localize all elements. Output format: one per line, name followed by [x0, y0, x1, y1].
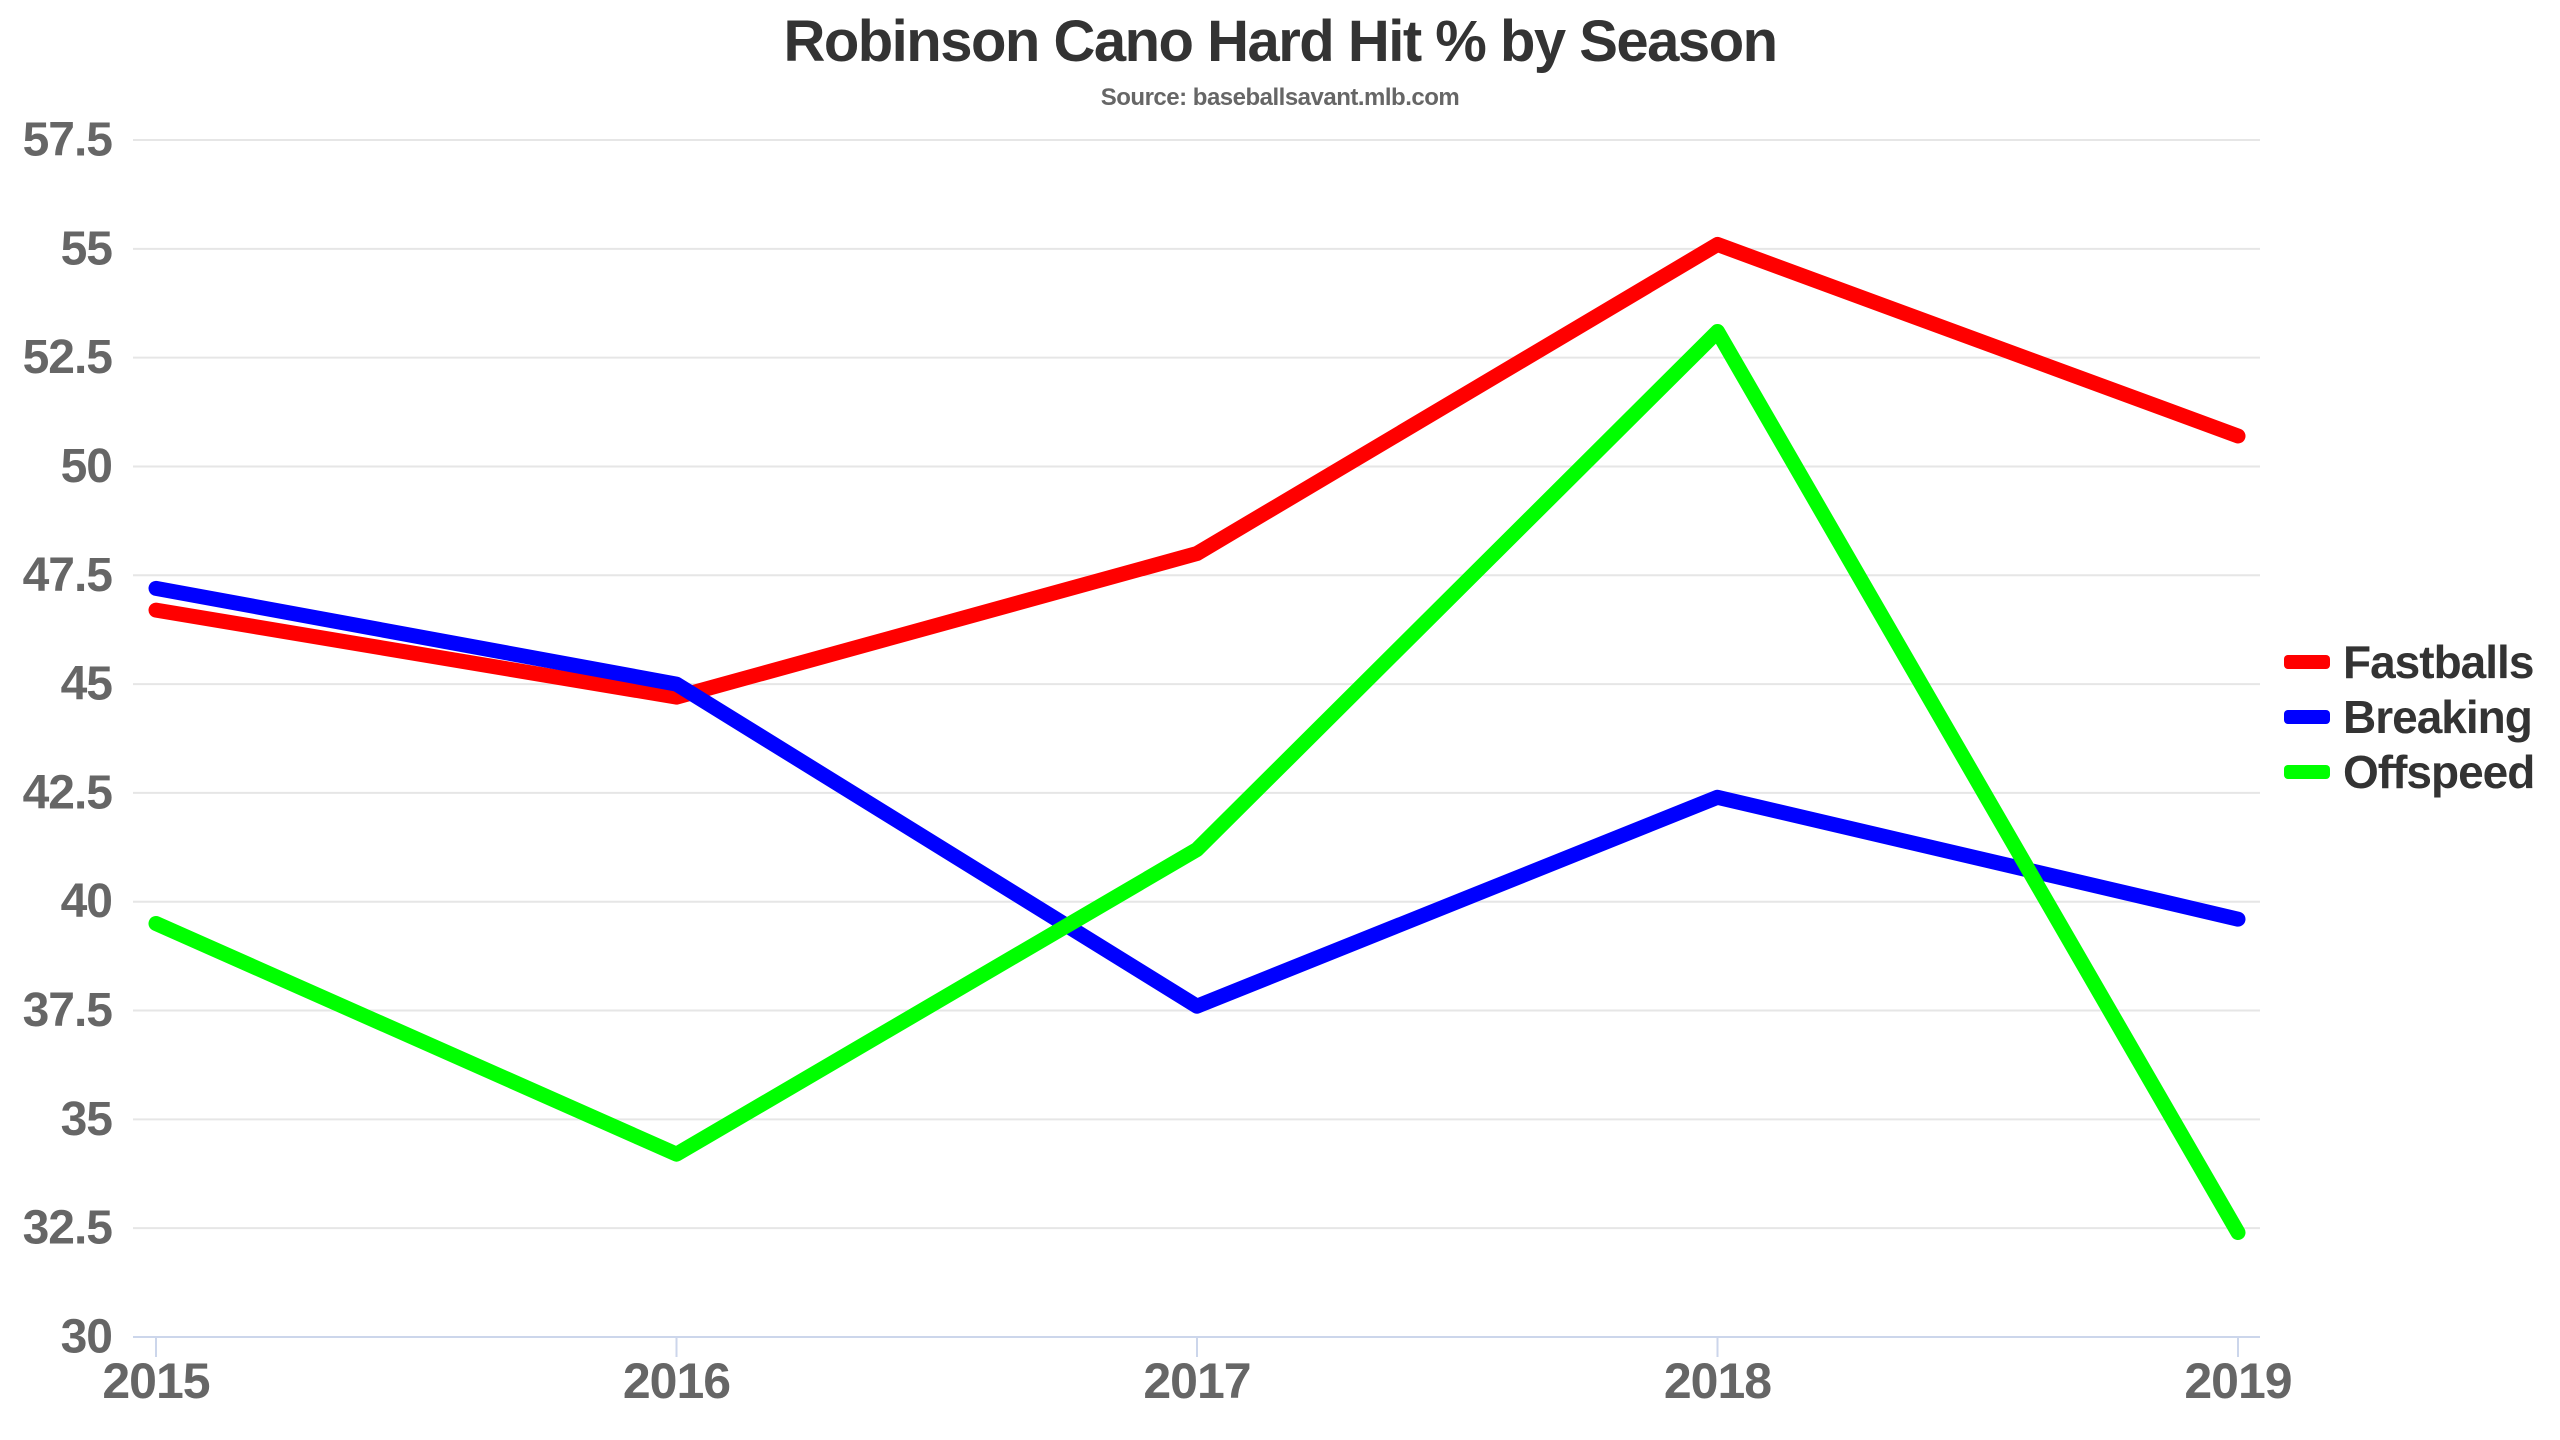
- y-axis-label: 32.5: [23, 1202, 113, 1255]
- x-axis-label: 2017: [1143, 1353, 1250, 1409]
- y-axis-label: 35: [61, 1093, 113, 1146]
- legend-item-breaking[interactable]: Breaking: [2284, 689, 2534, 744]
- legend-marker-breaking: [2284, 709, 2330, 724]
- y-axis-label: 45: [61, 658, 113, 711]
- x-axis-label: 2016: [623, 1353, 730, 1409]
- legend-item-offspeed[interactable]: Offspeed: [2284, 744, 2535, 799]
- series-line-breaking[interactable]: [148, 580, 2246, 1014]
- legend: Fastballs Breaking Offspeed: [2284, 634, 2535, 799]
- y-axis-label: 30: [61, 1311, 112, 1364]
- legend-marker-fastballs: [2284, 654, 2330, 669]
- legend-label: Fastballs: [2343, 635, 2534, 688]
- x-axis-label: 2015: [102, 1353, 209, 1409]
- y-axis-label: 40: [61, 875, 112, 928]
- legend-label: Offspeed: [2343, 745, 2535, 798]
- series-line-fastballs[interactable]: [148, 236, 2246, 705]
- x-axis-label: 2019: [2184, 1353, 2291, 1409]
- y-axis-label: 37.5: [23, 984, 113, 1037]
- x-axis-label: 2018: [1664, 1353, 1771, 1409]
- y-axis-label: 47.5: [23, 549, 113, 602]
- series-line-offspeed[interactable]: [148, 324, 2246, 1241]
- y-axis-label: 55: [61, 222, 113, 275]
- chart-subtitle: Source: baseballsavant.mlb.com: [1100, 84, 1460, 111]
- legend-item-fastballs[interactable]: Fastballs: [2284, 634, 2534, 689]
- y-axis-label: 42.5: [23, 766, 113, 819]
- chart-title: Robinson Cano Hard Hit % by Season: [783, 9, 1778, 74]
- legend-label: Breaking: [2343, 690, 2533, 743]
- legend-marker-offspeed: [2284, 764, 2330, 779]
- y-axis-label: 50: [61, 440, 112, 493]
- y-axis-label: 52.5: [23, 331, 113, 384]
- y-axis-label: 57.5: [23, 114, 113, 167]
